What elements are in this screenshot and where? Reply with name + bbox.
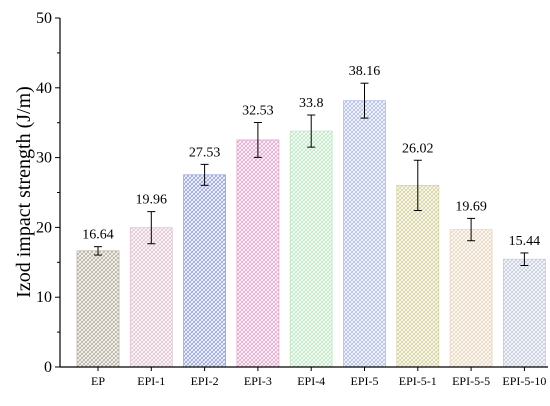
y-tick-label: 30 xyxy=(36,150,52,167)
value-label: 38.16 xyxy=(349,64,381,79)
bar-epi-5-1 xyxy=(396,184,440,368)
bar-epi-5-10 xyxy=(502,258,546,368)
bar-epi-4 xyxy=(289,130,333,368)
bar-epi-1 xyxy=(129,227,173,368)
value-label: 15.44 xyxy=(509,234,541,249)
bar-epi-5-5 xyxy=(449,229,493,368)
y-tick-label: 0 xyxy=(44,359,52,376)
x-tick-label: EPI-1 xyxy=(137,374,165,388)
value-label: 19.96 xyxy=(136,193,168,208)
y-axis-label: Izod impact strength (J/m) xyxy=(13,86,35,298)
error-bar xyxy=(200,163,209,186)
error-bar xyxy=(94,246,102,256)
bar-epi-3 xyxy=(236,139,280,368)
bar-ep xyxy=(76,250,120,368)
bar-epi-5 xyxy=(343,100,386,368)
x-tick-label: EPI-2 xyxy=(191,374,219,388)
value-label: 19.69 xyxy=(455,199,487,214)
error-bar xyxy=(253,121,262,158)
error-bar xyxy=(467,217,476,242)
y-tick-label: 20 xyxy=(36,219,52,236)
error-bar xyxy=(307,114,316,148)
value-label: 32.53 xyxy=(242,103,274,118)
value-label: 16.64 xyxy=(82,228,114,243)
y-tick-label: 50 xyxy=(36,10,52,27)
x-tick-label: EPI-5-1 xyxy=(399,374,437,388)
bar-epi-2 xyxy=(183,174,227,368)
y-tick-label: 40 xyxy=(36,80,52,97)
error-bar xyxy=(147,211,156,245)
x-tick-label: EPI-4 xyxy=(297,374,325,388)
value-label: 26.02 xyxy=(402,141,434,156)
error-bar xyxy=(413,159,422,212)
x-tick-label: EPI-5-10 xyxy=(502,374,546,388)
y-tick-label: 10 xyxy=(36,289,52,306)
x-tick-label: EPI-5-5 xyxy=(452,374,490,388)
value-label: 33.8 xyxy=(299,96,324,111)
error-bar xyxy=(520,252,529,267)
value-label: 27.53 xyxy=(189,145,221,160)
x-tick-label: EP xyxy=(91,374,105,388)
x-tick-label: EPI-3 xyxy=(244,374,272,388)
x-tick-label: EPI-5 xyxy=(351,374,379,388)
error-bar xyxy=(360,82,369,119)
